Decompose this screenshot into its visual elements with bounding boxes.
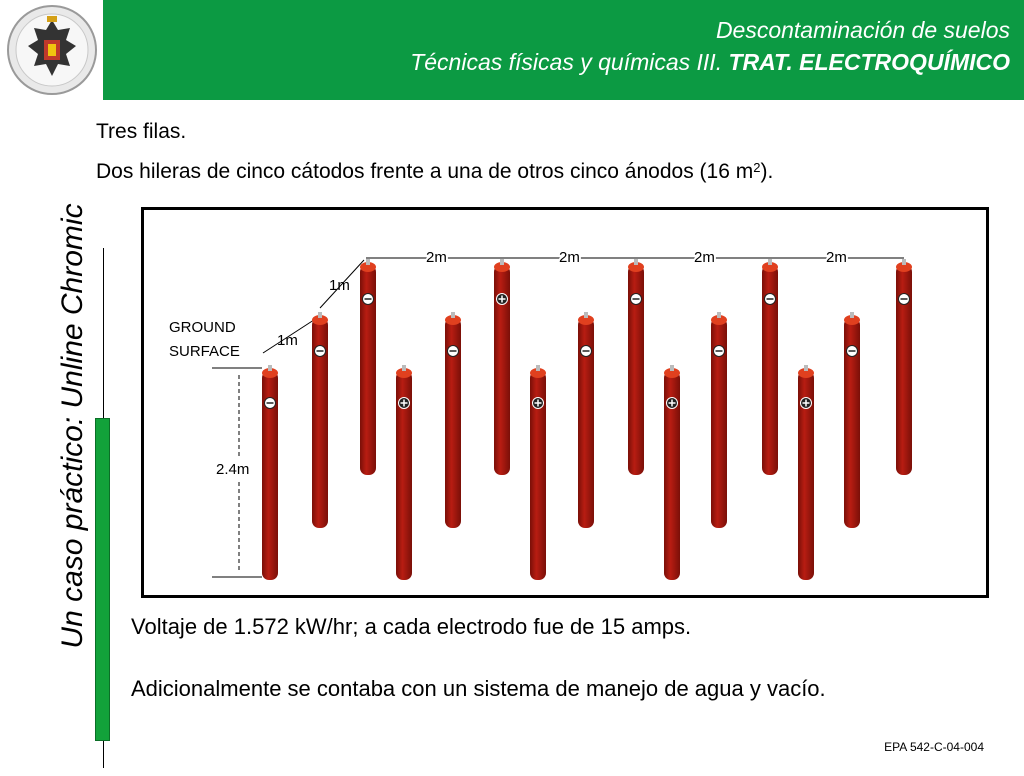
label-ground: GROUND (169, 319, 236, 336)
electrode-middle-4 (711, 312, 727, 528)
spacing-line-diag-2 (319, 259, 365, 309)
side-divider-line-bottom (103, 741, 104, 768)
label-depth: 2.4m (216, 461, 249, 478)
body-line-2: Dos hileras de cinco cátodos frente a un… (96, 156, 773, 188)
electrode-front-1 (262, 365, 278, 580)
label-2m-3: 2m (694, 249, 715, 266)
electrode-back-4 (762, 259, 778, 475)
university-crest-icon (7, 5, 97, 95)
electrode-front-2 (396, 365, 412, 580)
side-divider-line (103, 248, 104, 418)
electrode-front-4 (664, 365, 680, 580)
electrode-diagram: GROUND SURFACE 2.4m 1m 1m 2m 2m 2m 2m (141, 207, 989, 598)
label-1m-lower: 1m (277, 332, 298, 349)
electrode-front-5 (798, 365, 814, 580)
title-line-2: Técnicas físicas y químicas III. TRAT. E… (410, 46, 1010, 78)
header-bar: Descontaminación de suelos Técnicas físi… (0, 0, 1024, 100)
label-surface: SURFACE (169, 343, 240, 360)
electrode-middle-2 (445, 312, 461, 528)
side-accent-bar (95, 418, 110, 741)
side-title: Un caso práctico: Unline Chromic (56, 203, 89, 649)
voltage-text: Voltaje de 1.572 kW/hr; a cada electrodo… (131, 614, 692, 639)
electrode-array-svg: GROUND SURFACE 2.4m 1m 1m 2m 2m 2m 2m (169, 247, 912, 580)
electrode-group (262, 259, 912, 580)
body-line-1: Tres filas. (96, 120, 187, 143)
title-line-2-regular: Técnicas físicas y químicas III. (410, 49, 723, 75)
electrode-back-3 (628, 259, 644, 475)
source-citation: EPA 542-C-04-004 (884, 740, 984, 754)
label-1m-upper: 1m (329, 277, 350, 294)
title-line-1: Descontaminación de suelos (715, 17, 1010, 43)
body-line-2-end: ). (760, 160, 774, 183)
spacing-line-diag-1 (262, 315, 321, 354)
electrode-back-5 (896, 259, 912, 475)
slide-title: Descontaminación de suelos Técnicas físi… (410, 14, 1010, 78)
electrode-back-1 (360, 259, 376, 475)
electrode-back-2 (494, 259, 510, 475)
logo (0, 0, 103, 100)
water-system-text: Adicionalmente se contaba con un sistema… (131, 676, 826, 701)
label-2m-1: 2m (426, 249, 447, 266)
electrode-middle-3 (578, 312, 594, 528)
electrode-front-3 (530, 365, 546, 580)
electrode-middle-1 (312, 312, 328, 528)
electrode-middle-5 (844, 312, 860, 528)
label-2m-2: 2m (559, 249, 580, 266)
label-2m-4: 2m (826, 249, 847, 266)
body-line-2-superscript: 2 (753, 160, 761, 175)
body-line-2-text: Dos hileras de cinco cátodos frente a un… (96, 160, 754, 183)
title-line-2-bold: TRAT. ELECTROQUÍMICO (728, 49, 1010, 75)
